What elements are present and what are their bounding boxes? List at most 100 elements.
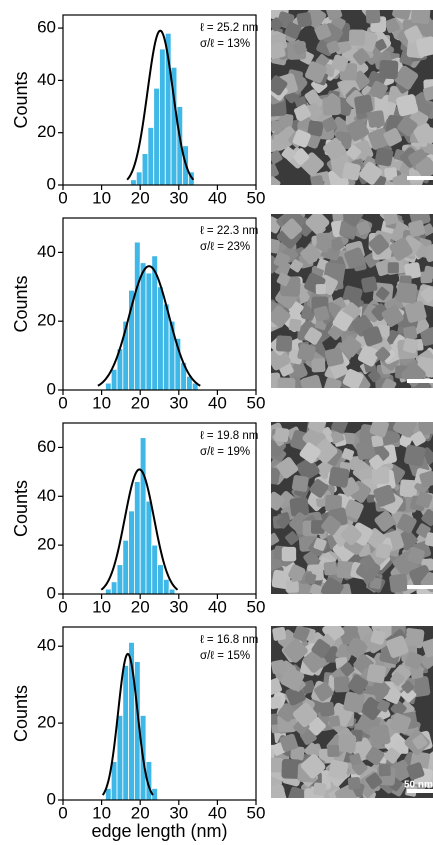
y-tick-label: 0	[47, 583, 56, 602]
particle	[392, 173, 412, 185]
particle	[384, 747, 401, 764]
particle	[387, 262, 399, 274]
y-tick-label: 20	[37, 713, 56, 732]
bar	[162, 578, 170, 595]
particle	[386, 635, 409, 658]
particle	[296, 457, 320, 481]
particle	[319, 701, 335, 717]
particle	[313, 537, 327, 551]
fit-curve	[100, 468, 179, 591]
particle	[312, 438, 338, 464]
y-tick-label: 0	[47, 789, 56, 808]
particle	[339, 335, 362, 358]
particle	[292, 702, 318, 728]
particle	[311, 638, 331, 659]
x-axis-label: edge length (nm)	[91, 821, 227, 841]
particle	[290, 745, 305, 761]
particle	[362, 326, 383, 347]
x-tick-label: 20	[131, 597, 150, 616]
particle	[321, 515, 342, 536]
particle	[345, 626, 358, 639]
particle	[271, 75, 288, 96]
bar	[141, 153, 149, 186]
sem-content	[271, 10, 433, 185]
particle	[271, 120, 283, 133]
particle	[343, 432, 355, 445]
scale-bar-label: 50 nm	[404, 780, 433, 791]
x-tick-label: 10	[92, 393, 111, 412]
particle	[383, 127, 403, 147]
bar	[151, 544, 158, 595]
particle	[271, 784, 287, 798]
particle	[375, 346, 391, 362]
particle	[280, 666, 305, 691]
y-tick-label: 60	[37, 18, 56, 37]
particle	[370, 629, 386, 645]
annotation: σ/ℓ = 23%	[200, 241, 250, 253]
x-tick-label: 20	[131, 393, 150, 412]
particle	[422, 86, 433, 101]
particle	[326, 40, 340, 54]
particle	[356, 220, 371, 236]
x-tick-label: 20	[131, 803, 150, 822]
particle	[396, 282, 418, 304]
particle	[330, 237, 345, 252]
fit-curve	[97, 265, 201, 387]
scale-bar	[407, 176, 433, 180]
annotation: ℓ = 25.2 nm	[200, 22, 258, 34]
particle	[412, 734, 428, 750]
particle	[271, 491, 285, 511]
particle	[327, 744, 340, 757]
particle	[365, 746, 385, 766]
particle	[406, 762, 425, 780]
particle	[389, 237, 413, 261]
particle	[408, 214, 431, 226]
y-axis-label: Counts	[11, 685, 31, 742]
bar	[116, 715, 124, 801]
particle	[396, 513, 417, 534]
y-axis-label: Counts	[11, 480, 31, 537]
particle	[404, 628, 425, 649]
particle	[366, 664, 386, 684]
particle	[420, 326, 433, 346]
bar	[134, 241, 141, 391]
particle	[369, 724, 391, 747]
particle	[419, 470, 433, 488]
bar	[135, 171, 143, 186]
bar	[105, 382, 112, 391]
particle	[390, 700, 407, 717]
particle	[271, 346, 291, 371]
particle	[404, 651, 423, 670]
particle	[300, 243, 322, 265]
particle	[389, 573, 408, 593]
particle	[286, 579, 299, 593]
particle	[368, 234, 390, 255]
particle	[281, 218, 303, 240]
annotation: ℓ = 22.3 nm	[200, 225, 258, 237]
particle	[361, 784, 375, 798]
particle	[355, 440, 376, 461]
sem-content	[271, 626, 433, 798]
x-tick-label: 10	[92, 803, 111, 822]
particle	[415, 491, 433, 509]
particle	[305, 214, 330, 235]
sem-image	[271, 10, 433, 185]
y-tick-label: 20	[37, 122, 56, 141]
y-tick-label: 40	[37, 70, 56, 89]
particle	[289, 259, 304, 273]
particle	[277, 377, 296, 388]
particle	[271, 305, 291, 328]
particle	[293, 41, 308, 56]
particle	[404, 300, 427, 323]
bar	[134, 481, 141, 595]
x-tick-label: 50	[247, 188, 266, 207]
particle	[320, 577, 344, 594]
particle	[281, 759, 302, 779]
particle	[271, 757, 284, 773]
particle	[359, 554, 376, 571]
particle	[342, 368, 364, 388]
x-tick-label: 30	[169, 188, 188, 207]
particle	[277, 703, 297, 723]
